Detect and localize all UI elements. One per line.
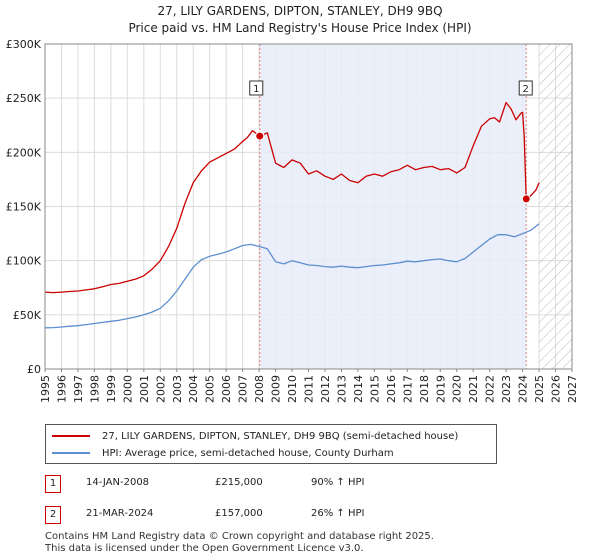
x-tick-label: 2020 bbox=[451, 375, 464, 403]
x-tick-label: 2012 bbox=[319, 375, 332, 403]
transaction-date: 21-MAR-2024 bbox=[86, 508, 154, 519]
footer-licence: This data is licensed under the Open Gov… bbox=[45, 543, 364, 554]
x-tick-label: 2026 bbox=[550, 375, 563, 403]
legend-swatch-hpi bbox=[52, 452, 90, 454]
x-tick-label: 2008 bbox=[253, 375, 266, 403]
x-tick-label: 2001 bbox=[138, 375, 151, 403]
x-tick-label: 2009 bbox=[270, 375, 283, 403]
x-tick-label: 2016 bbox=[385, 375, 398, 403]
footer-copyright: Contains HM Land Registry data © Crown c… bbox=[45, 531, 434, 542]
x-tick-label: 2019 bbox=[434, 375, 447, 403]
transaction-number-badge: 2 bbox=[45, 506, 61, 524]
transaction-point bbox=[255, 131, 265, 141]
transaction-label-box bbox=[249, 80, 264, 96]
y-tick-label: £50K bbox=[13, 309, 42, 322]
x-tick-label: 2025 bbox=[533, 375, 546, 403]
chart-subtitle: Price paid vs. HM Land Registry's House … bbox=[128, 21, 472, 35]
x-tick-label: 1999 bbox=[105, 375, 118, 403]
x-tick-label: 2004 bbox=[187, 375, 200, 403]
x-tick-label: 2024 bbox=[517, 375, 530, 403]
legend-item-property: 27, LILY GARDENS, DIPTON, STANLEY, DH9 9… bbox=[52, 428, 458, 444]
y-tick-label: £0 bbox=[27, 363, 41, 376]
legend-label-property: 27, LILY GARDENS, DIPTON, STANLEY, DH9 9… bbox=[102, 430, 459, 442]
x-tick-label: 2027 bbox=[566, 375, 579, 403]
x-tick-label: 2000 bbox=[121, 375, 134, 403]
y-tick-label: £150K bbox=[6, 201, 42, 214]
hpi-line bbox=[44, 223, 540, 329]
property-price-line bbox=[44, 101, 540, 294]
y-tick-label: £300K bbox=[6, 38, 42, 51]
x-tick-label: 2015 bbox=[368, 375, 381, 403]
x-tick-label: 2005 bbox=[204, 375, 217, 403]
transaction-price: £157,000 bbox=[215, 508, 263, 519]
transaction-label: 2 bbox=[523, 84, 529, 95]
x-tick-label: 2013 bbox=[335, 375, 348, 403]
legend-swatch-property bbox=[52, 435, 90, 437]
ownership-period-shade bbox=[259, 44, 527, 369]
legend-item-hpi: HPI: Average price, semi-detached house,… bbox=[52, 445, 394, 461]
transaction-label: 1 bbox=[253, 84, 259, 95]
transaction-hpi-change: 90% ↑ HPI bbox=[311, 477, 365, 488]
transaction-label-box bbox=[518, 80, 533, 96]
transaction-price: £215,000 bbox=[215, 477, 263, 488]
x-tick-label: 2018 bbox=[418, 375, 431, 403]
x-tick-label: 2010 bbox=[286, 375, 299, 403]
x-tick-label: 2014 bbox=[352, 375, 365, 403]
x-tick-label: 2023 bbox=[500, 375, 513, 403]
transaction-point bbox=[521, 194, 531, 204]
x-tick-label: 2007 bbox=[237, 375, 250, 403]
transaction-date: 14-JAN-2008 bbox=[86, 477, 150, 488]
x-tick-label: 1995 bbox=[39, 375, 52, 403]
x-tick-label: 1997 bbox=[72, 375, 85, 403]
x-tick-label: 2002 bbox=[154, 375, 167, 403]
x-tick-label: 2003 bbox=[171, 375, 184, 403]
x-tick-label: 1998 bbox=[88, 375, 101, 403]
legend: 27, LILY GARDENS, DIPTON, STANLEY, DH9 9… bbox=[45, 424, 497, 464]
x-tick-label: 2022 bbox=[484, 375, 497, 403]
chart-title: 27, LILY GARDENS, DIPTON, STANLEY, DH9 9… bbox=[157, 4, 443, 18]
transaction-row: 1 14-JAN-2008 £215,000 90% ↑ HPI bbox=[45, 475, 565, 495]
x-tick-label: 2011 bbox=[303, 375, 316, 403]
legend-label-hpi: HPI: Average price, semi-detached house,… bbox=[102, 447, 394, 459]
forecast-hatch bbox=[539, 44, 572, 369]
x-tick-label: 2017 bbox=[401, 375, 414, 403]
y-tick-label: £200K bbox=[6, 146, 42, 159]
transaction-number-badge: 1 bbox=[45, 475, 61, 493]
y-tick-label: £100K bbox=[6, 255, 42, 268]
x-tick-label: 2021 bbox=[467, 375, 480, 403]
x-tick-label: 1996 bbox=[55, 375, 68, 403]
y-tick-label: £250K bbox=[6, 92, 42, 105]
transaction-hpi-change: 26% ↑ HPI bbox=[311, 508, 365, 519]
transaction-row: 2 21-MAR-2024 £157,000 26% ↑ HPI bbox=[45, 506, 565, 526]
x-tick-label: 2006 bbox=[220, 375, 233, 403]
